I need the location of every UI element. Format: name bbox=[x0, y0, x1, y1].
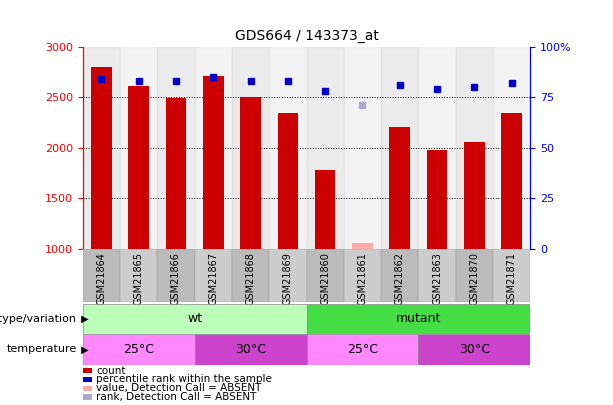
Bar bbox=[83, 249, 120, 302]
Bar bbox=[195, 334, 306, 364]
Bar bbox=[91, 67, 112, 249]
Text: 30°C: 30°C bbox=[235, 343, 266, 356]
Bar bbox=[306, 47, 344, 249]
Text: wt: wt bbox=[187, 312, 202, 326]
Text: GSM21863: GSM21863 bbox=[432, 252, 442, 305]
Bar bbox=[344, 249, 381, 302]
Bar bbox=[315, 170, 335, 249]
Bar bbox=[352, 243, 373, 249]
Bar bbox=[306, 304, 530, 334]
Bar bbox=[269, 47, 306, 249]
Text: temperature: temperature bbox=[6, 344, 77, 354]
Text: GSM21869: GSM21869 bbox=[283, 252, 293, 305]
Bar bbox=[278, 113, 298, 249]
Bar bbox=[232, 249, 269, 302]
Bar bbox=[306, 249, 344, 302]
Bar bbox=[418, 334, 530, 364]
Text: value, Detection Call = ABSENT: value, Detection Call = ABSENT bbox=[96, 384, 262, 393]
Bar bbox=[240, 97, 261, 249]
Text: GSM21861: GSM21861 bbox=[357, 252, 367, 305]
Text: mutant: mutant bbox=[395, 312, 441, 326]
Bar bbox=[418, 249, 455, 302]
Text: 30°C: 30°C bbox=[459, 343, 490, 356]
Bar bbox=[381, 47, 419, 249]
Bar bbox=[232, 47, 269, 249]
Bar bbox=[419, 47, 455, 249]
Text: GSM21860: GSM21860 bbox=[320, 252, 330, 305]
Bar bbox=[381, 249, 418, 302]
Bar bbox=[83, 47, 120, 249]
Text: GSM21868: GSM21868 bbox=[246, 252, 256, 305]
Text: percentile rank within the sample: percentile rank within the sample bbox=[96, 375, 272, 384]
Bar bbox=[306, 334, 418, 364]
Bar bbox=[120, 47, 158, 249]
Bar bbox=[158, 47, 195, 249]
Bar bbox=[203, 76, 224, 249]
Text: 25°C: 25°C bbox=[123, 343, 154, 356]
Bar bbox=[501, 113, 522, 249]
Text: GSM21871: GSM21871 bbox=[506, 252, 517, 305]
Bar bbox=[344, 47, 381, 249]
Text: GSM21862: GSM21862 bbox=[395, 252, 405, 305]
Bar bbox=[493, 47, 530, 249]
Text: 25°C: 25°C bbox=[347, 343, 378, 356]
Bar bbox=[389, 126, 410, 249]
Bar bbox=[83, 334, 195, 364]
Bar bbox=[120, 249, 158, 302]
Text: ▶: ▶ bbox=[78, 314, 89, 324]
Text: genotype/variation: genotype/variation bbox=[0, 314, 77, 324]
Bar bbox=[195, 249, 232, 302]
Bar bbox=[158, 249, 195, 302]
Text: GSM21866: GSM21866 bbox=[171, 252, 181, 305]
Text: GSM21865: GSM21865 bbox=[134, 252, 143, 305]
Bar bbox=[166, 98, 186, 249]
Text: count: count bbox=[96, 366, 126, 375]
Text: GSM21864: GSM21864 bbox=[96, 252, 107, 305]
Bar bbox=[129, 86, 149, 249]
Title: GDS664 / 143373_at: GDS664 / 143373_at bbox=[235, 29, 378, 43]
Text: ▶: ▶ bbox=[78, 344, 89, 354]
Bar bbox=[493, 249, 530, 302]
Bar bbox=[195, 47, 232, 249]
Text: GSM21867: GSM21867 bbox=[208, 252, 218, 305]
Bar bbox=[455, 249, 493, 302]
Bar bbox=[455, 47, 493, 249]
Text: GSM21870: GSM21870 bbox=[470, 252, 479, 305]
Text: rank, Detection Call = ABSENT: rank, Detection Call = ABSENT bbox=[96, 392, 257, 402]
Bar bbox=[427, 150, 447, 249]
Bar bbox=[83, 304, 306, 334]
Bar bbox=[464, 142, 484, 249]
Bar bbox=[269, 249, 306, 302]
